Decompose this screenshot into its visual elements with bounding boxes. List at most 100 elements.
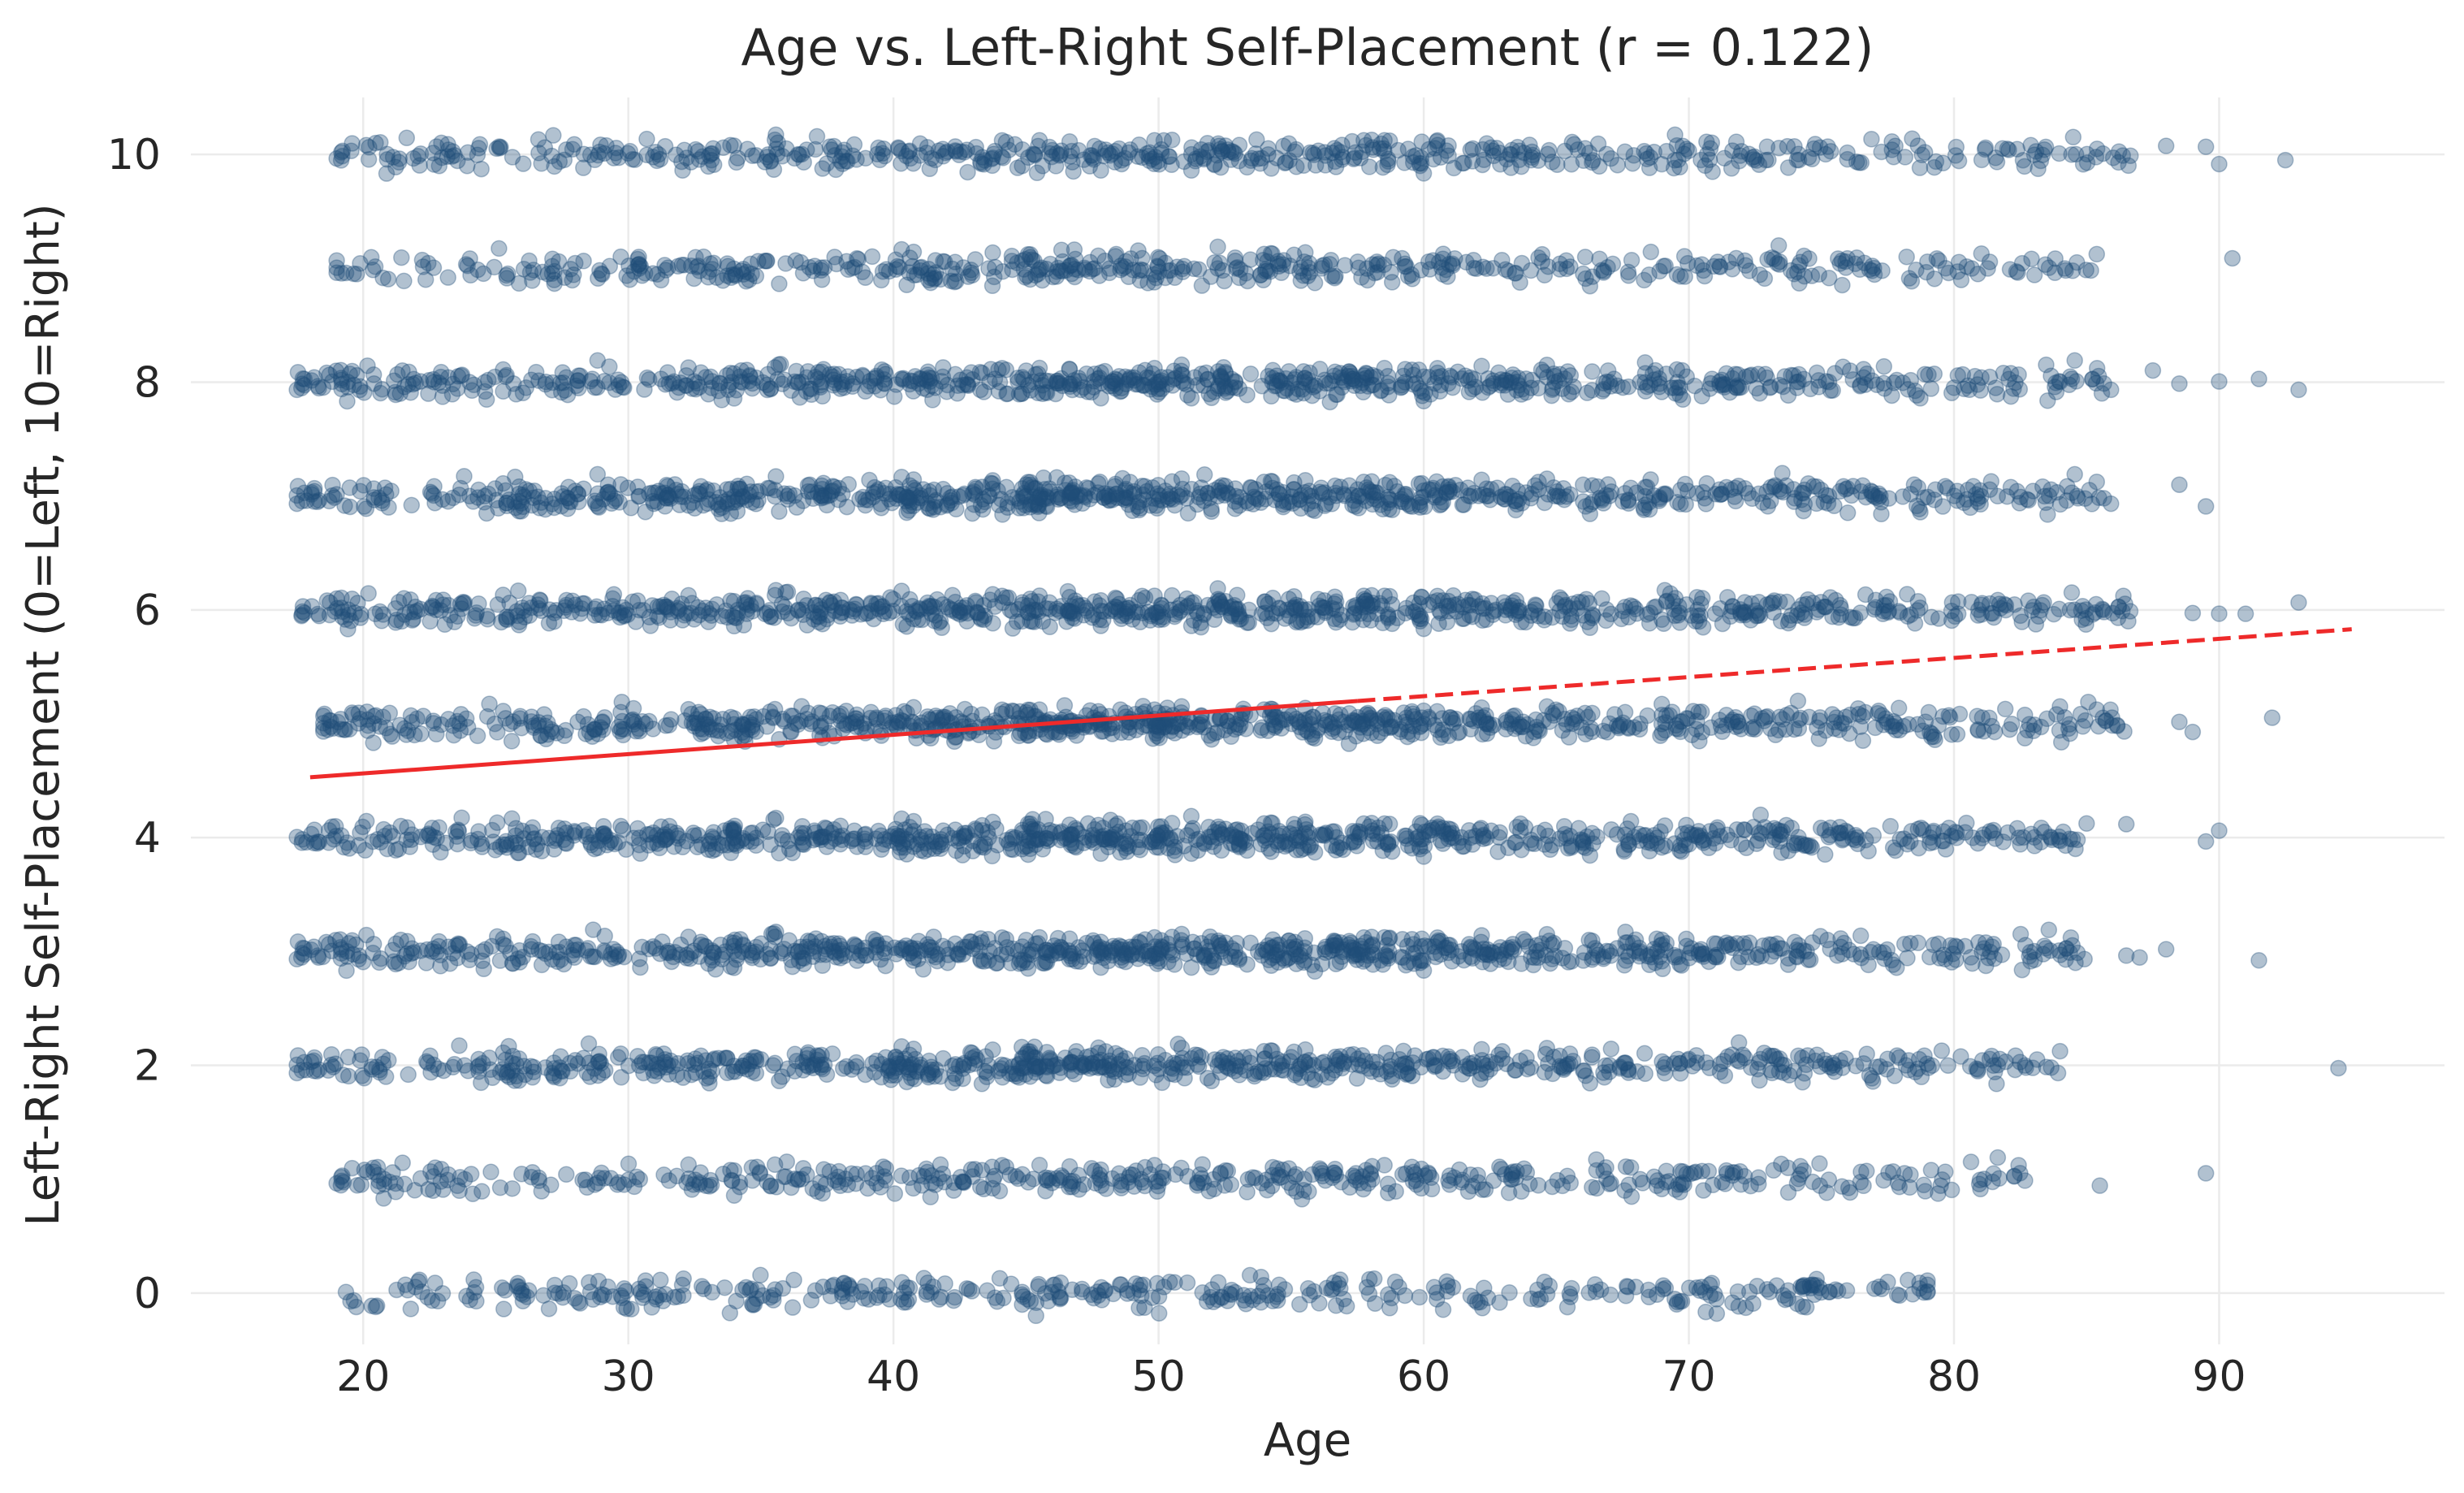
data-point bbox=[1038, 601, 1053, 617]
data-point bbox=[2059, 941, 2074, 956]
data-point bbox=[452, 1038, 467, 1054]
data-point bbox=[681, 1157, 696, 1172]
data-point bbox=[1259, 1172, 1274, 1188]
data-point bbox=[2198, 833, 2214, 849]
data-point bbox=[922, 939, 937, 954]
data-point bbox=[687, 719, 702, 734]
data-point bbox=[587, 722, 603, 738]
data-point bbox=[1113, 611, 1129, 626]
data-point bbox=[1924, 726, 1939, 742]
data-point bbox=[1006, 703, 1022, 719]
data-point bbox=[1883, 819, 1898, 834]
data-point bbox=[493, 1180, 508, 1196]
data-point bbox=[1617, 844, 1632, 859]
data-point bbox=[659, 831, 675, 846]
data-point bbox=[456, 595, 472, 610]
data-point bbox=[1190, 605, 1205, 621]
data-point bbox=[1813, 710, 1828, 725]
data-point bbox=[1138, 591, 1153, 606]
data-point bbox=[2264, 710, 2280, 725]
data-point bbox=[817, 938, 832, 954]
data-point bbox=[397, 1176, 413, 1192]
data-point bbox=[748, 830, 763, 846]
data-point bbox=[2111, 599, 2126, 614]
data-point bbox=[427, 1275, 443, 1291]
data-point bbox=[1545, 837, 1560, 853]
data-point bbox=[587, 950, 603, 965]
data-point bbox=[586, 922, 601, 937]
data-point bbox=[745, 1296, 760, 1312]
data-point bbox=[295, 832, 310, 847]
data-point bbox=[787, 1171, 802, 1187]
data-point bbox=[887, 1186, 902, 1201]
data-point bbox=[1524, 1060, 1539, 1075]
data-point bbox=[1727, 1165, 1743, 1180]
data-point bbox=[1053, 1290, 1068, 1305]
data-point bbox=[407, 727, 422, 742]
data-point bbox=[547, 1285, 563, 1300]
data-point bbox=[1791, 829, 1806, 845]
data-point bbox=[977, 1063, 992, 1079]
data-point bbox=[1995, 947, 2010, 963]
data-point bbox=[319, 593, 335, 608]
data-point bbox=[616, 1177, 632, 1192]
data-point bbox=[562, 1276, 577, 1292]
data-point bbox=[1552, 1058, 1567, 1074]
data-point bbox=[1393, 950, 1408, 965]
data-point bbox=[1920, 1284, 1935, 1300]
data-point bbox=[1901, 1053, 1917, 1068]
data-point bbox=[2104, 718, 2120, 734]
data-point bbox=[636, 1066, 651, 1081]
data-point bbox=[868, 831, 884, 846]
points-layer bbox=[289, 127, 2346, 1323]
data-point bbox=[1429, 1292, 1445, 1307]
data-point bbox=[708, 962, 724, 977]
data-point bbox=[1851, 707, 1866, 722]
data-point bbox=[1648, 955, 1663, 971]
data-point bbox=[1229, 936, 1244, 951]
data-point bbox=[366, 1164, 382, 1179]
data-point bbox=[1335, 944, 1351, 959]
data-point bbox=[1149, 1184, 1165, 1199]
data-point bbox=[1537, 1274, 1552, 1290]
data-point bbox=[1302, 1287, 1317, 1303]
data-point bbox=[1039, 942, 1054, 958]
data-point bbox=[766, 1292, 781, 1308]
data-point bbox=[1273, 721, 1289, 736]
data-point bbox=[1841, 942, 1857, 958]
data-point bbox=[1014, 825, 1030, 841]
data-point bbox=[490, 597, 505, 612]
data-point bbox=[1567, 712, 1582, 727]
data-point bbox=[1197, 836, 1213, 851]
data-point bbox=[1537, 822, 1553, 837]
data-point bbox=[1658, 594, 1674, 609]
data-point bbox=[1736, 822, 1752, 837]
data-point bbox=[681, 587, 696, 603]
data-point bbox=[1673, 714, 1688, 729]
data-point bbox=[2331, 1061, 2346, 1076]
data-point bbox=[616, 608, 632, 623]
data-point bbox=[1388, 1274, 1403, 1290]
data-point bbox=[1886, 1164, 1901, 1179]
data-point bbox=[450, 837, 465, 852]
data-point bbox=[1214, 1054, 1230, 1070]
data-point bbox=[399, 832, 414, 847]
data-point bbox=[1617, 1183, 1632, 1198]
data-point bbox=[339, 1284, 354, 1300]
data-point bbox=[1791, 937, 1806, 953]
data-point bbox=[1578, 726, 1593, 742]
data-point bbox=[895, 617, 910, 632]
data-point bbox=[2051, 601, 2067, 617]
data-point bbox=[476, 961, 491, 976]
data-point bbox=[1870, 706, 1886, 721]
data-point bbox=[923, 1059, 939, 1075]
data-point bbox=[1772, 709, 1787, 725]
data-point bbox=[965, 1169, 980, 1184]
data-point bbox=[1370, 1062, 1385, 1077]
data-point bbox=[785, 1300, 801, 1315]
data-point bbox=[1218, 821, 1234, 837]
data-point bbox=[893, 829, 909, 844]
data-point bbox=[359, 813, 374, 829]
data-point bbox=[384, 729, 400, 744]
